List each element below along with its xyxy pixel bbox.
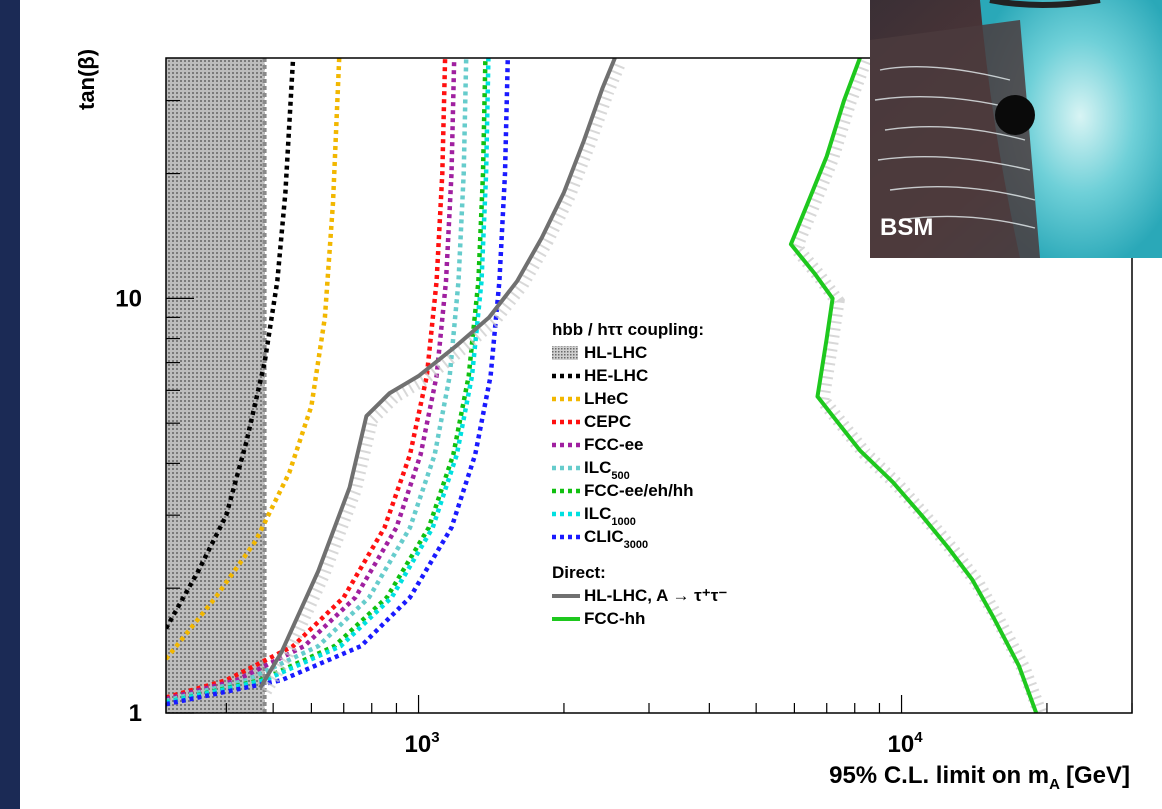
legend-header-coupling: hbb / hττ coupling: — [552, 320, 704, 339]
series-line-ilc1000 — [166, 58, 491, 705]
series-line-he-lhc — [166, 58, 296, 630]
legend-label-clic3000: CLIC3000 — [584, 527, 648, 551]
hllhc-band — [166, 58, 265, 713]
legend-label-hl-lhc-a-: HL-LHC, A → τ⁺τ⁻ — [584, 586, 727, 605]
legend-label-lhec: LHeC — [584, 389, 628, 408]
x-axis-label: 95% C.L. limit on mA [GeV] — [829, 762, 1130, 793]
series-line-clic3000 — [166, 58, 511, 707]
inset-image — [870, 0, 1162, 258]
legend-label-cepc: CEPC — [584, 412, 631, 431]
legend-label-ilc500: ILC500 — [584, 458, 630, 482]
series-line-ilc500 — [166, 58, 469, 703]
legend-header-direct: Direct: — [552, 563, 606, 582]
legend-label-fcc-hh: FCC-hh — [584, 609, 645, 628]
y-axis-label: tan(β) — [74, 49, 99, 110]
legend-swatch-hl-lhc — [552, 346, 578, 360]
x-tick-label: 103 — [405, 729, 440, 758]
legend-label-ilc1000: ILC1000 — [584, 504, 636, 528]
series-line-fcc-ee — [166, 58, 457, 702]
series-line-cepc — [166, 58, 448, 700]
inset-label: BSM — [880, 214, 934, 241]
legend-label-fcc-ee: FCC-ee — [584, 435, 644, 454]
y-tick-label: 10 — [115, 285, 142, 312]
x-tick-label: 104 — [888, 729, 924, 758]
series-line-lhec — [166, 58, 342, 661]
legend-label-fcc-ee-eh-hh: FCC-ee/eh/hh — [584, 481, 694, 500]
series-line-hl-lhc-a- — [258, 58, 617, 689]
series-line-fcc-hh — [788, 58, 1039, 713]
legend-label-he-lhc: HE-LHC — [584, 366, 648, 385]
legend-label-hl-lhc: HL-LHC — [584, 343, 647, 362]
y-tick-label: 1 — [129, 700, 142, 727]
